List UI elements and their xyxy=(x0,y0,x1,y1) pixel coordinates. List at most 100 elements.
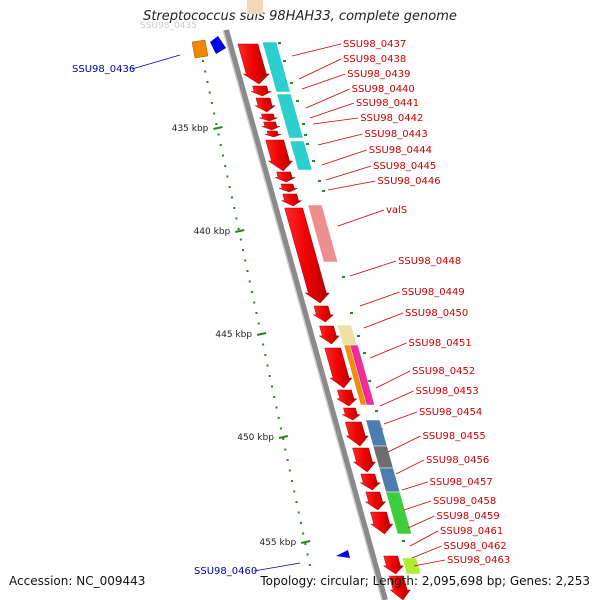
kbp-tick-mark xyxy=(256,332,267,336)
accession: Accession: NC_009443 xyxy=(9,574,146,588)
coverage-dot xyxy=(306,553,309,556)
coverage-dot xyxy=(202,60,204,62)
gene-label: SSU98_0440 xyxy=(352,84,415,95)
feature-bar xyxy=(349,344,375,406)
gene-leader-line xyxy=(327,180,376,191)
coverage-dot xyxy=(284,448,287,451)
coverage-dot xyxy=(268,375,271,377)
gene-arrow xyxy=(261,121,280,131)
top-cutoff-label: SSU98_0435 xyxy=(140,21,197,31)
coverage-dot xyxy=(237,228,240,230)
coverage-dot xyxy=(302,123,305,125)
coverage-dot xyxy=(264,354,267,356)
feature-bar xyxy=(336,324,358,346)
coverage-dot xyxy=(283,60,286,62)
gene-label: SSU98_0439 xyxy=(347,69,410,80)
left-feature-blue xyxy=(336,550,350,558)
gene-label: SSU98_0446 xyxy=(377,176,440,187)
gene-label: SSU98_0457 xyxy=(430,477,493,488)
gene-arrow xyxy=(259,113,278,122)
gene-leader-line xyxy=(253,562,301,572)
gene-label: SSU98_0463 xyxy=(447,555,510,566)
gene-label: SSU98_0438 xyxy=(343,54,406,65)
coverage-dot xyxy=(228,186,231,188)
gene-arrow xyxy=(284,207,330,304)
coverage-dot xyxy=(213,112,216,115)
gene-arrow xyxy=(251,85,272,97)
kbp-tick-label: 455 kbp xyxy=(259,538,296,548)
gene-arrow xyxy=(359,473,381,491)
coverage-dot xyxy=(342,276,345,278)
gene-leader-line xyxy=(401,481,428,491)
gene-leader-line xyxy=(395,459,425,475)
coverage-dot xyxy=(306,143,309,145)
coverage-dot xyxy=(350,312,353,314)
gene-leader-line xyxy=(325,165,372,181)
gene-arrow xyxy=(318,325,340,345)
kbp-tick-mark xyxy=(278,435,289,439)
gene-leader-line xyxy=(369,342,407,359)
kbp-tick-label: 440 kbp xyxy=(194,227,231,237)
coverage-dot xyxy=(210,102,213,104)
kbp-tick-mark xyxy=(235,229,245,233)
coverage-dot xyxy=(235,217,238,220)
gene-leader-line xyxy=(321,149,367,166)
feature-bar xyxy=(378,467,401,493)
gene-leader-line xyxy=(291,43,342,57)
coverage-dot xyxy=(278,42,281,44)
feature-bar xyxy=(276,93,304,139)
gene-leader-line xyxy=(349,260,397,277)
gene-label: SSU98_0448 xyxy=(398,256,461,267)
coverage-dot xyxy=(208,91,211,94)
feature-bar xyxy=(385,491,412,535)
gene-arrow xyxy=(324,347,353,389)
coverage-dot xyxy=(318,180,321,182)
coverage-dot xyxy=(244,259,247,262)
coverage-dot xyxy=(308,564,311,566)
kbp-tick-label: 445 kbp xyxy=(215,330,252,340)
gene-arrow xyxy=(265,130,282,138)
feature-bar xyxy=(401,557,422,575)
genome-backbone xyxy=(223,29,388,600)
coverage-dot xyxy=(279,427,282,430)
coverage-dot xyxy=(297,511,300,514)
gene-label: SSU98_0456 xyxy=(426,455,489,466)
left-feature-orange xyxy=(191,39,209,59)
gene-arrow xyxy=(370,511,394,535)
coverage-dot xyxy=(239,238,242,241)
gene-leader-line xyxy=(301,73,346,90)
coverage-dot xyxy=(262,343,265,346)
gene-label: SSU98_0442 xyxy=(360,113,423,124)
coverage-dot xyxy=(224,165,227,167)
gene-leader-line xyxy=(317,133,363,146)
coverage-dot xyxy=(257,322,260,325)
coverage-dot xyxy=(246,270,249,272)
gene-arrow xyxy=(342,407,362,421)
coverage-dot xyxy=(296,100,299,102)
coverage-dot xyxy=(302,532,305,535)
gene-leader-line xyxy=(383,411,418,425)
gene-leader-line xyxy=(409,530,439,547)
gene-label: valS xyxy=(386,205,407,216)
coverage-dot xyxy=(312,160,315,162)
gene-leader-line xyxy=(375,370,411,389)
feature-bar xyxy=(307,204,339,263)
gene-arrow xyxy=(237,43,270,85)
gene-leader-line xyxy=(305,88,350,109)
coverage-dot xyxy=(271,385,274,388)
coverage-dot xyxy=(215,123,218,125)
gene-leader-line xyxy=(413,559,446,567)
gene-arrow xyxy=(281,193,303,207)
gene-label: SSU98_0441 xyxy=(356,98,419,109)
coverage-dot xyxy=(255,312,258,314)
coverage-dot xyxy=(222,154,225,157)
feature-bar xyxy=(365,419,388,447)
coverage-dot xyxy=(357,335,360,337)
coverage-dot xyxy=(230,196,233,199)
coverage-dot xyxy=(402,540,405,542)
gene-leader-line xyxy=(387,435,421,453)
coverage-dot xyxy=(273,396,276,398)
coverage-dot xyxy=(368,380,371,382)
gene-leader-line xyxy=(363,312,404,329)
